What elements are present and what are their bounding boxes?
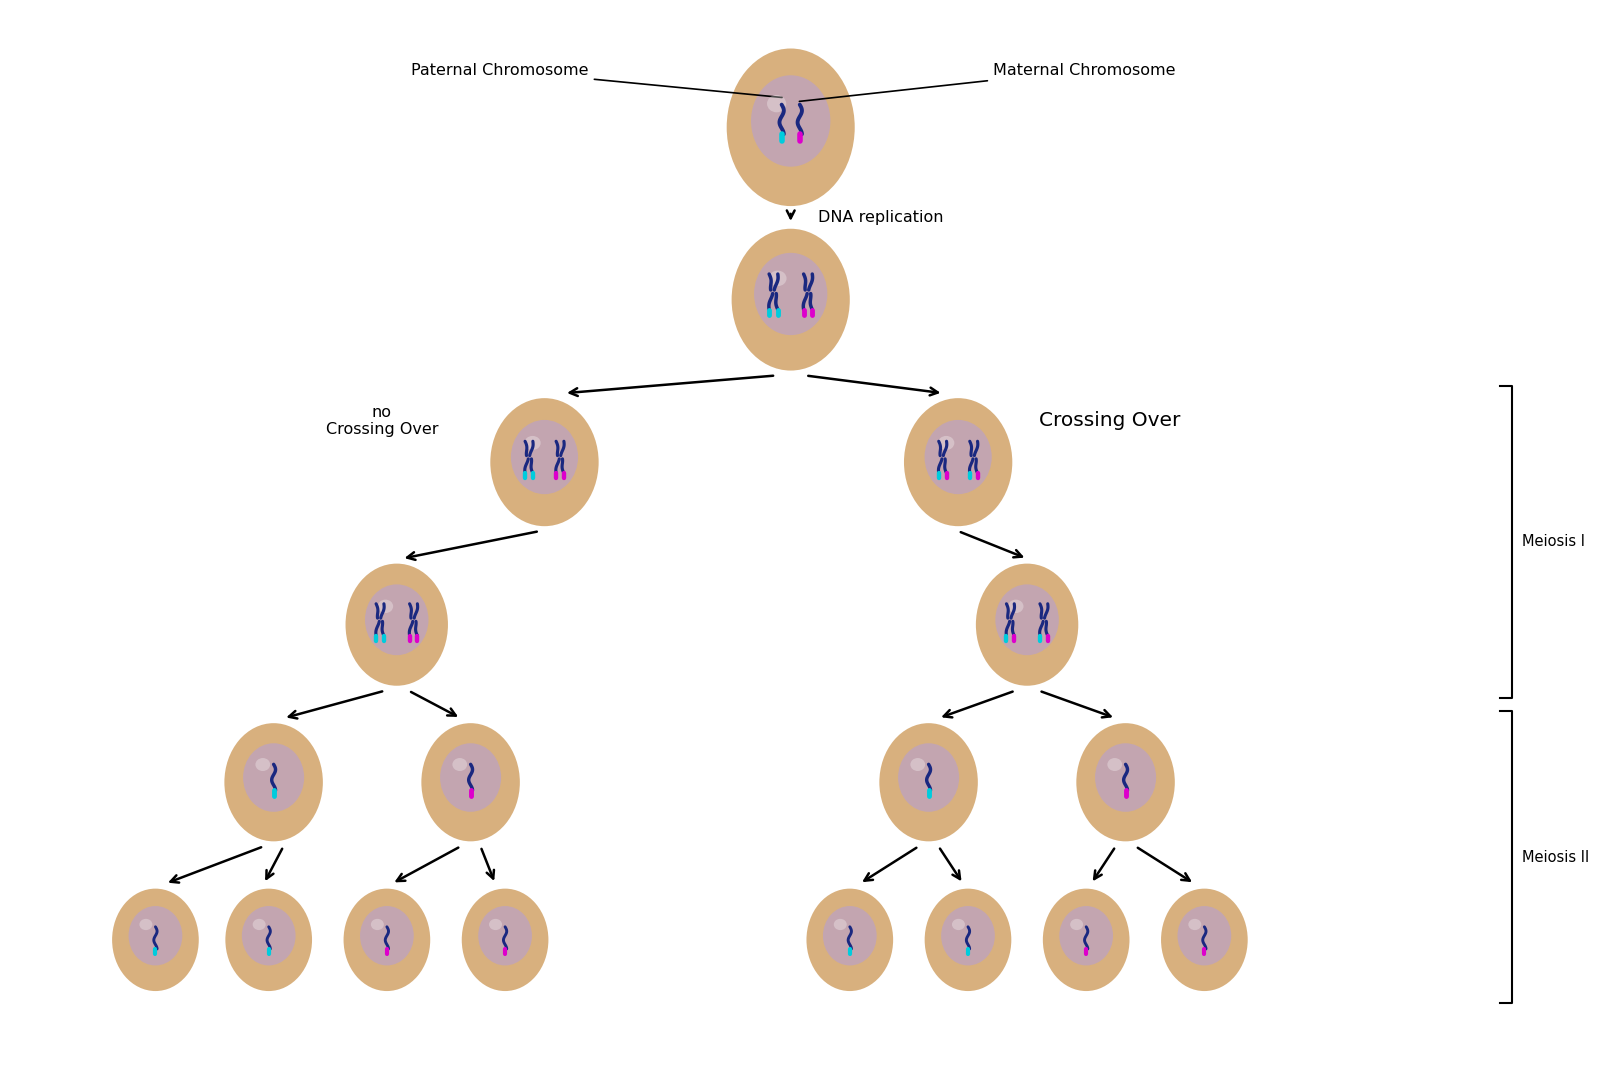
Ellipse shape xyxy=(365,584,429,655)
Ellipse shape xyxy=(731,229,850,370)
Ellipse shape xyxy=(242,906,296,965)
Ellipse shape xyxy=(806,889,893,991)
Ellipse shape xyxy=(770,270,787,286)
Ellipse shape xyxy=(1162,889,1248,991)
Ellipse shape xyxy=(952,919,965,930)
Ellipse shape xyxy=(1077,723,1174,841)
Ellipse shape xyxy=(128,906,182,965)
Ellipse shape xyxy=(253,919,266,930)
Text: Crossing Over: Crossing Over xyxy=(1038,411,1181,430)
Ellipse shape xyxy=(378,599,394,613)
Ellipse shape xyxy=(490,398,598,526)
Ellipse shape xyxy=(1189,919,1202,930)
Ellipse shape xyxy=(478,906,531,965)
Text: DNA replication: DNA replication xyxy=(818,210,944,225)
Text: Meiosis I: Meiosis I xyxy=(1522,535,1584,550)
Text: Paternal Chromosome: Paternal Chromosome xyxy=(411,62,782,98)
Ellipse shape xyxy=(750,75,830,167)
Ellipse shape xyxy=(440,744,501,811)
Ellipse shape xyxy=(462,889,549,991)
Ellipse shape xyxy=(510,420,578,494)
Ellipse shape xyxy=(360,906,414,965)
Ellipse shape xyxy=(421,723,520,841)
Text: Meiosis II: Meiosis II xyxy=(1522,850,1589,865)
Ellipse shape xyxy=(256,758,270,771)
Ellipse shape xyxy=(880,723,978,841)
Ellipse shape xyxy=(938,436,954,450)
Ellipse shape xyxy=(904,398,1013,526)
Ellipse shape xyxy=(754,253,827,335)
Ellipse shape xyxy=(139,919,152,930)
Ellipse shape xyxy=(995,584,1059,655)
Ellipse shape xyxy=(726,48,854,207)
Ellipse shape xyxy=(910,758,925,771)
Ellipse shape xyxy=(1070,919,1083,930)
Ellipse shape xyxy=(1107,758,1122,771)
Ellipse shape xyxy=(925,889,1011,991)
Ellipse shape xyxy=(243,744,304,811)
Text: Maternal Chromosome: Maternal Chromosome xyxy=(800,62,1174,101)
Text: no
Crossing Over: no Crossing Over xyxy=(326,405,438,437)
Ellipse shape xyxy=(371,919,384,930)
Ellipse shape xyxy=(490,919,502,930)
Ellipse shape xyxy=(834,919,846,930)
Ellipse shape xyxy=(226,889,312,991)
Ellipse shape xyxy=(976,564,1078,685)
Ellipse shape xyxy=(1059,906,1114,965)
Ellipse shape xyxy=(1094,744,1157,811)
Ellipse shape xyxy=(453,758,467,771)
Ellipse shape xyxy=(925,420,992,494)
Ellipse shape xyxy=(898,744,958,811)
Ellipse shape xyxy=(941,906,995,965)
Ellipse shape xyxy=(344,889,430,991)
Ellipse shape xyxy=(224,723,323,841)
Ellipse shape xyxy=(346,564,448,685)
Ellipse shape xyxy=(766,95,786,112)
Ellipse shape xyxy=(525,436,541,450)
Ellipse shape xyxy=(1178,906,1232,965)
Ellipse shape xyxy=(112,889,198,991)
Ellipse shape xyxy=(1043,889,1130,991)
Ellipse shape xyxy=(822,906,877,965)
Ellipse shape xyxy=(1008,599,1024,613)
